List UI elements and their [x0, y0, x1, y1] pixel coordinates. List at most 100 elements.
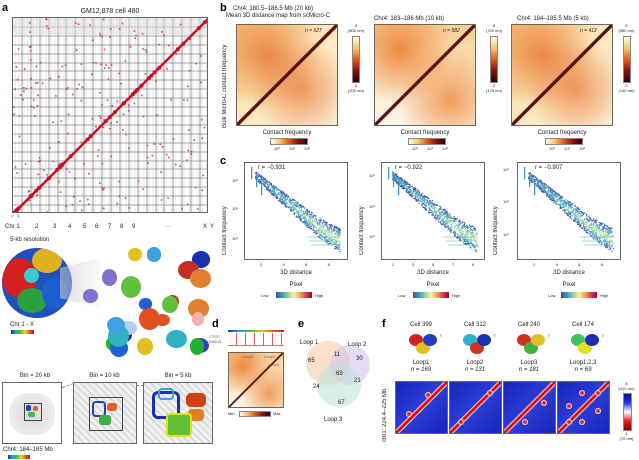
genome-contact-map	[12, 17, 208, 213]
chromosome-territory	[189, 337, 205, 355]
map-n-1: n = 627	[305, 28, 322, 34]
bin-10kb-view	[73, 382, 137, 444]
panel-a-label: a	[2, 2, 9, 14]
legend-low-3: Low	[548, 293, 556, 298]
zoom-line	[62, 382, 74, 449]
panel-e-label: e	[298, 318, 305, 330]
scatter-xlabel-3: 3D distance	[553, 270, 585, 276]
cbar-top-3: 8	[625, 23, 628, 28]
legend-title-3: Pixel	[562, 282, 576, 288]
cell-loop-label: Loop1,2,3	[569, 360, 597, 366]
panel-c-label: c	[220, 155, 227, 167]
legend-max: Max	[273, 411, 281, 416]
chr-colorbar	[11, 330, 34, 334]
cbar-top-2: 8	[492, 23, 496, 28]
venn-count-only1: 65	[308, 358, 315, 364]
venn-count-only2: 30	[356, 356, 363, 362]
scatter-plot-1	[244, 162, 348, 260]
chromosome-territory	[146, 247, 162, 262]
ytick: 10²	[232, 206, 238, 211]
legend-min: Min	[228, 411, 235, 416]
scatter-ylabel-2: Contact frequency	[359, 206, 365, 255]
chromosome-label: ···	[165, 224, 171, 230]
ytick: 10¹	[369, 234, 375, 239]
panel-a-title: GM12,878 cell 480	[80, 8, 140, 15]
distance-colorbar-2	[490, 36, 498, 83]
scatter-points-1	[251, 167, 342, 252]
loop-anchor-spot	[578, 418, 585, 425]
loop-anchor-spot	[594, 389, 601, 396]
loop-anchor-spot	[486, 389, 493, 396]
cell-structure	[513, 331, 545, 357]
loop-anchor-spot	[522, 418, 529, 425]
chromosome-label: 5	[83, 224, 87, 230]
contact-colorbar-2	[408, 138, 446, 145]
ytick: 10²	[369, 204, 375, 209]
loop-anchor-spot	[565, 418, 572, 425]
chromosome-territory	[107, 316, 126, 333]
venn-count-only3: 67	[338, 400, 345, 406]
cell-n-label: n = 69	[574, 367, 592, 373]
map-n-2: n = 582	[443, 28, 460, 34]
cbar-bottom-nm-2: (175 nm)	[485, 88, 502, 93]
scatter-r-1: r = −0.931	[258, 165, 286, 171]
loop-contact-map	[228, 352, 284, 408]
ytick: 10³	[232, 178, 238, 183]
chromosome-territory	[191, 311, 205, 326]
f-cbar-bottom-nm: (70 nm)	[619, 436, 634, 441]
distance-map-10kb	[374, 24, 476, 126]
legend-high-2: High	[452, 293, 461, 298]
bin-20kb-view	[2, 382, 62, 444]
cbar-bottom-1: 2	[354, 83, 358, 88]
scatter-points-3	[524, 167, 615, 252]
pixel-colorbar-2	[413, 292, 449, 298]
region-label: Chr4: 184–185 Mb	[3, 447, 53, 453]
loop-anchor-spot	[565, 402, 572, 409]
minmax-colorbar	[239, 411, 271, 417]
legend-title-2: Pixel	[426, 282, 440, 288]
contact-colorbar-3	[545, 138, 583, 145]
scatter-xlabel-2: 3D distance	[417, 270, 449, 276]
chromosome-label: 6	[95, 224, 99, 230]
track-label-ctcf: CTCF	[209, 334, 220, 339]
venn-count-1and3: 24	[313, 384, 320, 390]
resolution-label: 5-kb resolution	[10, 237, 50, 243]
cbar-top-1: 8	[354, 23, 358, 28]
chromosome-territory	[121, 276, 141, 298]
loop-anchor-spot	[594, 408, 601, 415]
structure-segment	[477, 334, 491, 346]
scatter-r-2: r = −0.922	[395, 165, 423, 171]
zoom-line	[137, 385, 144, 444]
cell-distance-map	[449, 381, 502, 434]
cbar-top-nm-1: (800 nm)	[347, 28, 364, 33]
map-title-2: Chr4: 183–186 Mb (10 kb)	[374, 16, 445, 22]
cell-distance-map	[503, 381, 556, 434]
bin-5kb-view	[143, 382, 213, 444]
contact-ticks-2: 10⁰ 10¹ 10²	[412, 146, 448, 151]
cell-title: Cell 312	[463, 322, 486, 328]
distance-colorbar-3	[623, 36, 631, 83]
panel-b-subtitle: Mean 3D distance map from scMicro-C	[226, 13, 331, 19]
panel-f-label: f	[382, 318, 386, 330]
chromosome-label: 9	[132, 224, 136, 230]
cbar-bottom-2: 2	[492, 83, 496, 88]
cell-structure	[459, 331, 491, 357]
chromosome-label: X	[203, 224, 208, 230]
f-distance-colorbar	[623, 393, 632, 431]
ytick: 10¹	[503, 232, 509, 237]
venn-label-loop1: Loop 1	[300, 340, 319, 346]
bin-label-10kb: Bin = 10 kb	[89, 373, 120, 379]
panel-b-label: b	[220, 2, 227, 14]
cbar-top-nm-2: (700 nm)	[485, 28, 502, 33]
chromosome-territory	[166, 329, 188, 348]
cell-n-label: n = 131	[464, 367, 486, 373]
legend-high-3: High	[600, 293, 609, 298]
legend-low-1: Low	[261, 293, 269, 298]
structure-segment	[423, 334, 437, 346]
chromosome-territory	[138, 298, 153, 310]
ytick: 10³	[503, 167, 509, 172]
distance-map-20kb	[236, 24, 338, 126]
chromosome-label: 8	[120, 224, 124, 230]
